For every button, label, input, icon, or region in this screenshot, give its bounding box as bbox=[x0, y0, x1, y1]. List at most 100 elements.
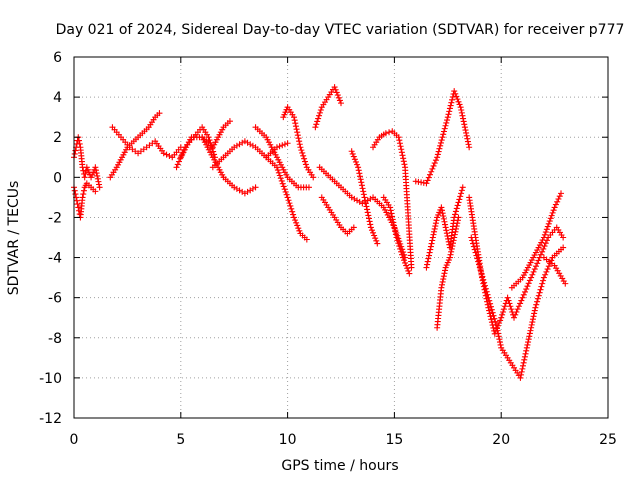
data-point bbox=[75, 204, 82, 211]
data-point bbox=[525, 339, 532, 346]
data-point bbox=[349, 150, 356, 157]
data-point bbox=[450, 237, 457, 244]
data-point bbox=[483, 288, 490, 295]
x-tick-label: 20 bbox=[492, 432, 510, 448]
data-point bbox=[532, 304, 539, 311]
y-tick-label: -12 bbox=[39, 411, 62, 427]
data-point bbox=[532, 263, 539, 270]
data-point bbox=[517, 300, 524, 307]
data-point bbox=[292, 123, 299, 130]
data-point bbox=[273, 164, 280, 171]
data-point bbox=[294, 132, 301, 139]
data-point bbox=[448, 245, 455, 252]
series-arc-c bbox=[107, 110, 163, 181]
data-point bbox=[550, 207, 557, 214]
data-point bbox=[454, 220, 461, 227]
data-point bbox=[440, 276, 447, 283]
data-point bbox=[206, 137, 213, 144]
data-point bbox=[548, 212, 555, 219]
data-point bbox=[428, 240, 435, 247]
data-point bbox=[294, 222, 301, 229]
data-point bbox=[440, 131, 447, 138]
data-point bbox=[400, 158, 407, 165]
data-point bbox=[459, 112, 466, 119]
data-point bbox=[296, 141, 303, 148]
data-point bbox=[521, 353, 528, 360]
data-point bbox=[453, 93, 460, 100]
data-point bbox=[233, 185, 240, 192]
data-point bbox=[470, 240, 477, 247]
data-point bbox=[542, 271, 549, 278]
series-arc-p bbox=[370, 128, 415, 271]
data-point bbox=[454, 202, 461, 209]
data-point bbox=[241, 190, 248, 197]
data-point bbox=[431, 160, 438, 167]
data-point bbox=[486, 297, 493, 304]
data-point bbox=[469, 237, 476, 244]
data-point bbox=[455, 199, 462, 206]
data-point bbox=[482, 285, 489, 292]
data-point bbox=[367, 224, 374, 231]
data-point bbox=[226, 118, 233, 125]
data-point bbox=[279, 180, 286, 187]
data-point bbox=[336, 97, 343, 104]
data-point bbox=[439, 207, 446, 214]
data-point bbox=[520, 359, 527, 366]
data-point bbox=[484, 291, 491, 298]
data-point bbox=[492, 318, 499, 325]
data-point bbox=[443, 230, 450, 237]
series-arc-t bbox=[434, 214, 462, 331]
data-point bbox=[462, 127, 469, 134]
data-point bbox=[473, 252, 480, 259]
data-point bbox=[205, 134, 212, 141]
data-point bbox=[429, 234, 436, 241]
series-arc-s bbox=[423, 184, 466, 271]
data-point bbox=[520, 291, 527, 298]
series-arc-x bbox=[540, 254, 569, 287]
data-point bbox=[555, 195, 562, 202]
data-point bbox=[518, 371, 525, 378]
x-tick-label: 10 bbox=[279, 432, 297, 448]
data-point bbox=[478, 270, 485, 277]
data-point bbox=[549, 209, 556, 216]
data-point bbox=[457, 104, 464, 111]
series-arc-i bbox=[252, 124, 312, 191]
data-point bbox=[439, 134, 446, 141]
data-point bbox=[442, 267, 449, 274]
series-arc-b bbox=[71, 180, 99, 221]
data-point bbox=[80, 187, 87, 194]
series-arc-d bbox=[109, 124, 184, 161]
data-point bbox=[284, 140, 291, 147]
data-point bbox=[529, 271, 536, 278]
data-point bbox=[526, 333, 533, 340]
data-point bbox=[528, 321, 535, 328]
data-point bbox=[541, 243, 548, 250]
data-point bbox=[543, 226, 550, 233]
data-point bbox=[452, 228, 459, 235]
data-point bbox=[293, 126, 300, 133]
data-point bbox=[442, 224, 449, 231]
data-point bbox=[437, 142, 444, 149]
data-point bbox=[448, 248, 455, 255]
data-point bbox=[513, 308, 520, 315]
data-point bbox=[525, 336, 532, 343]
data-point bbox=[281, 186, 288, 193]
data-point bbox=[316, 112, 323, 119]
data-point bbox=[545, 220, 552, 227]
data-point bbox=[432, 223, 439, 230]
data-point bbox=[276, 143, 283, 150]
data-point bbox=[314, 118, 321, 125]
data-point bbox=[554, 198, 561, 205]
data-point bbox=[523, 344, 530, 351]
data-point bbox=[485, 304, 492, 311]
data-point bbox=[468, 234, 475, 241]
data-point bbox=[239, 188, 246, 195]
y-tick-label: -2 bbox=[48, 210, 62, 226]
data-point bbox=[393, 234, 400, 241]
data-point bbox=[529, 316, 536, 323]
data-point bbox=[352, 158, 359, 165]
data-point bbox=[334, 92, 341, 99]
data-point bbox=[437, 139, 444, 146]
data-point bbox=[275, 169, 282, 176]
data-point bbox=[389, 216, 396, 223]
